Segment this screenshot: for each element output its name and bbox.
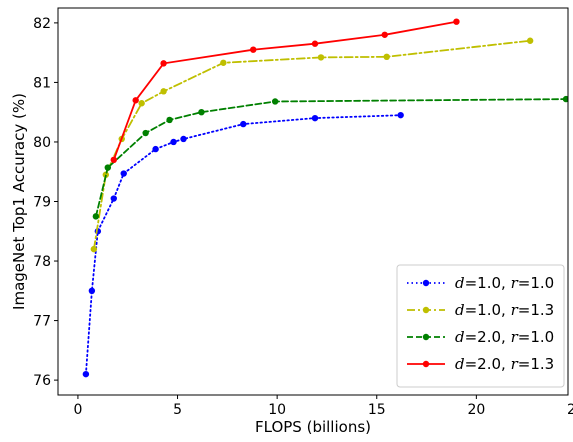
legend-entry: d=2.0, r=1.3 — [455, 355, 554, 373]
data-point — [110, 195, 117, 202]
legend-marker — [422, 360, 430, 368]
data-point — [90, 245, 98, 253]
data-point — [120, 170, 127, 177]
y-tick-label: 77 — [33, 314, 51, 330]
data-point — [104, 164, 112, 171]
data-point — [132, 97, 139, 104]
data-point — [160, 60, 167, 67]
series-group — [82, 18, 568, 378]
data-point — [198, 108, 205, 116]
data-point — [220, 59, 227, 66]
y-tick-label: 82 — [33, 16, 51, 32]
x-tick-label: 20 — [467, 402, 485, 418]
x-tick-label: 10 — [268, 402, 286, 418]
data-point — [526, 37, 534, 44]
legend-entry: d=1.0, r=1.3 — [455, 301, 554, 319]
y-axis-label: ImageNet Top1 Accuracy (%) — [10, 93, 28, 310]
series-line-1 — [85, 114, 402, 376]
x-tick-label: 25 — [567, 402, 573, 418]
data-point — [138, 100, 145, 107]
data-point — [142, 129, 149, 137]
data-point — [271, 98, 279, 105]
data-point — [92, 213, 100, 220]
series-line-3 — [95, 98, 567, 218]
y-tick-label: 79 — [33, 195, 51, 211]
data-point — [180, 135, 187, 143]
data-point — [453, 18, 460, 25]
x-tick-label: 0 — [73, 402, 82, 418]
legend-marker — [422, 306, 430, 314]
legend-marker — [422, 333, 430, 341]
y-tick-label: 81 — [33, 75, 51, 91]
data-point — [88, 287, 96, 295]
data-point — [250, 46, 257, 53]
data-point — [397, 111, 404, 119]
data-point — [152, 145, 159, 153]
data-point — [110, 156, 117, 164]
data-point — [311, 114, 319, 122]
plot-area — [82, 18, 568, 378]
data-point — [311, 40, 319, 47]
y-tick-label: 80 — [33, 135, 51, 151]
data-point — [562, 95, 568, 103]
legend-box — [396, 264, 565, 388]
legend-entry: d=2.0, r=1.0 — [455, 328, 554, 346]
data-point — [170, 138, 177, 146]
axes: 0 5 10 15 20 25 76 77 78 79 80 81 82 — [33, 7, 573, 418]
x-tick-label: 15 — [368, 402, 386, 418]
data-point — [383, 53, 390, 61]
data-point — [381, 31, 388, 38]
x-tick-label: 5 — [173, 402, 182, 418]
data-point — [82, 370, 90, 378]
legend-entry: d=1.0, r=1.0 — [455, 274, 554, 292]
legend-marker — [422, 279, 430, 287]
data-point — [240, 120, 247, 128]
data-point — [166, 116, 173, 124]
y-tick-label: 78 — [33, 254, 51, 270]
legend: d=1.0, r=1.0 d=1.0, r=1.3 d=2.0, r=1.0 d=2.… — [396, 264, 565, 388]
data-point — [317, 54, 325, 61]
series-line-2 — [93, 39, 531, 251]
y-tick-label: 76 — [33, 373, 51, 389]
x-axis-label: FLOPS (billions) — [255, 418, 371, 436]
data-point — [160, 88, 167, 95]
